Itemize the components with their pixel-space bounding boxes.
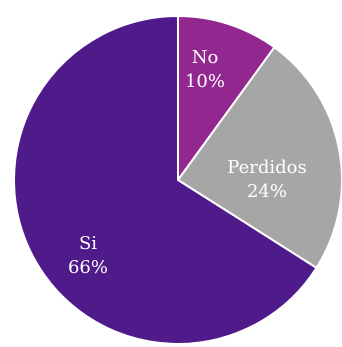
slice-value-si: 66% xyxy=(68,257,108,278)
slice-label-perdidos: Perdidos xyxy=(227,157,306,178)
pie-slice-si xyxy=(13,14,318,345)
pie-slice-no xyxy=(177,14,276,184)
slice-value-perdidos: 24% xyxy=(247,181,287,202)
slice-label-si: Si xyxy=(79,233,97,254)
slice-value-no: 10% xyxy=(185,71,225,92)
pie-slices xyxy=(13,14,342,345)
slice-label-no: No xyxy=(192,47,219,68)
pie-slice-perdidos xyxy=(176,45,342,270)
pie-labels: No 10% Perdidos 24% Si 66% xyxy=(68,47,307,278)
